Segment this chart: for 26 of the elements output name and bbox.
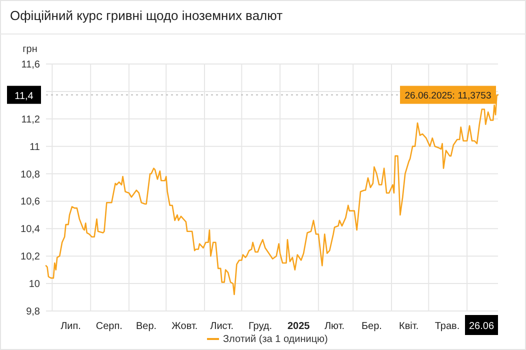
chart-title: Офіційний курс гривні щодо іноземних валют	[10, 8, 283, 23]
x-tick-label: Жовт.	[172, 321, 198, 332]
x-tick-label: Бер.	[361, 321, 382, 332]
y-tick-label: 10,8	[20, 169, 40, 180]
legend-label: Злотий (за 1 одиницю)	[223, 334, 328, 345]
ref-line-label: 11,4	[14, 90, 34, 102]
x-tick-label: Лип.	[60, 321, 81, 332]
y-tick-label: 9,8	[26, 306, 40, 318]
x-tick-label: 2025	[288, 321, 310, 332]
x-tick-label: Трав.	[434, 321, 460, 332]
x-tick-label: Груд.	[248, 321, 272, 332]
y-tick-label: 11	[30, 142, 40, 153]
x-tick-label: Серп.	[96, 321, 122, 332]
annotation: 26.06.2025: 11,3753	[404, 90, 492, 102]
x-tick-label: Лист.	[210, 321, 234, 332]
y-tick-label: 11,6	[21, 60, 40, 70]
y-tick-label: 10,4	[20, 224, 40, 236]
x-tick-label: 26.06	[468, 321, 494, 332]
y-tick-label: 10	[28, 279, 40, 290]
y-tick-label: 11,2	[21, 114, 40, 126]
y-axis-title: грн	[22, 44, 38, 55]
y-tick-label: 10,2	[20, 252, 40, 263]
x-tick-label: Квіт.	[399, 321, 419, 332]
x-tick-label: Вер.	[136, 321, 157, 332]
x-tick-label: Лют.	[324, 321, 345, 332]
y-tick-label: 10,6	[20, 196, 40, 208]
